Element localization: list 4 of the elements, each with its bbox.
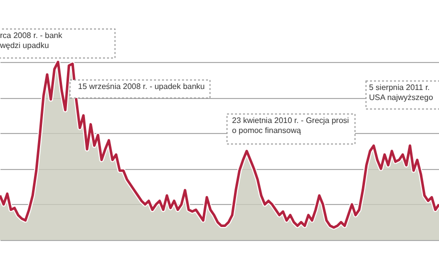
annotation: 15 września 2008 r. - upadek banku <box>78 82 205 91</box>
text: rca 2008 r. - bank wędzi upadku <box>0 31 64 50</box>
annotation: 5 sierpnia 2011 r. USA najwyższego <box>369 83 434 102</box>
annotation: 23 kwietnia 2010 r. - Grecja prosi o pomoc finansową <box>232 116 350 135</box>
